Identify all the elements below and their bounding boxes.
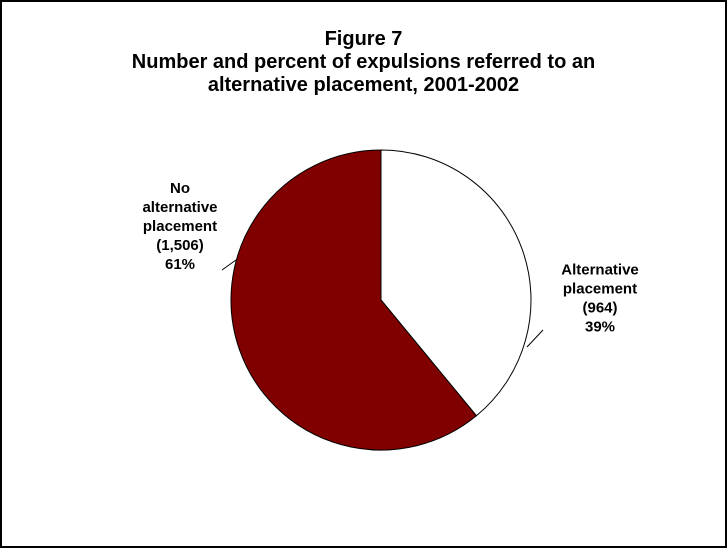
slice-label-1-line-2: placement — [143, 218, 217, 235]
slice-label-1-line-1: alternative — [142, 199, 217, 216]
slice-label-0-line-0: Alternative — [561, 262, 639, 279]
slice-label-0-line-1: placement — [563, 281, 637, 298]
chart-title: Figure 7 Number and percent of expulsion… — [2, 28, 725, 97]
title-line-2: Number and percent of expulsions referre… — [131, 51, 596, 73]
leader-line-0 — [526, 329, 544, 348]
slice-label-1-line-4: 61% — [165, 256, 195, 273]
slice-label-1-line-3: (1,506) — [156, 237, 204, 254]
slice-label-0-line-3: 39% — [585, 319, 615, 336]
title-line-3: alternative placement, 2001-2002 — [207, 74, 520, 96]
leader-line-1 — [221, 259, 237, 271]
slice-label-0-line-2: (964) — [582, 300, 617, 317]
slice-label-1-line-0: No — [170, 180, 190, 197]
title-line-1: Figure 7 — [324, 28, 403, 50]
pie-slice-alternative-placement — [380, 149, 532, 417]
pie-slice-no-alternative-placement — [230, 149, 478, 451]
